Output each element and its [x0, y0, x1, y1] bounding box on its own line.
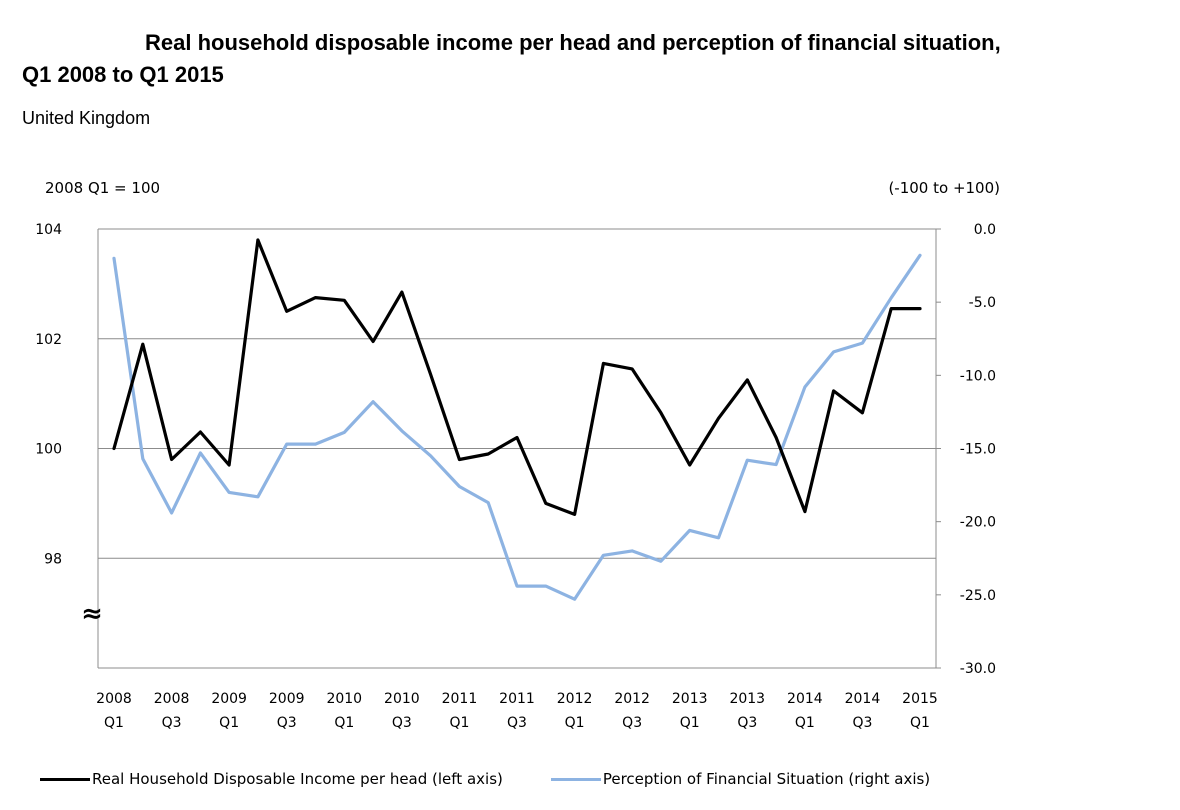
- series-lines: [112, 238, 922, 601]
- legend-swatch-income: [40, 777, 90, 781]
- right-tick-label: -30.0: [960, 661, 996, 677]
- x-tick-label-quarter: Q3: [392, 715, 412, 731]
- left-axis-ticks: 104 102 100 98: [35, 222, 62, 567]
- right-tick-label: 0.0: [974, 222, 996, 238]
- x-tick-label-year: 2015: [902, 691, 938, 707]
- left-axis-unit: 2008 Q1 = 100: [45, 179, 160, 197]
- x-tick-label-quarter: Q3: [277, 715, 297, 731]
- x-tick-label-year: 2009: [269, 691, 305, 707]
- right-axis-unit: (-100 to +100): [888, 179, 1000, 197]
- legend-label-income: Real Household Disposable Income per hea…: [92, 770, 503, 788]
- axis-break-symbol: ≈: [81, 599, 103, 629]
- legend-item-perception: Perception of Financial Situation (right…: [550, 770, 931, 788]
- x-tick-label-year: 2013: [729, 691, 765, 707]
- left-tick-label: 100: [35, 442, 62, 458]
- x-tick-label-year: 2011: [442, 691, 478, 707]
- chart-title-line-2: Q1 2008 to Q1 2015: [22, 62, 224, 87]
- chart-title-line-1: Real household disposable income per hea…: [145, 30, 1001, 55]
- x-tick-label-quarter: Q3: [737, 715, 757, 731]
- x-tick-label-quarter: Q3: [507, 715, 527, 731]
- x-tick-label-year: 2012: [557, 691, 593, 707]
- right-tick-label: -10.0: [960, 368, 996, 384]
- x-tick-label-year: 2009: [211, 691, 247, 707]
- x-tick-label-quarter: Q3: [852, 715, 872, 731]
- x-tick-label-quarter: Q1: [565, 715, 585, 731]
- x-tick-label-year: 2010: [326, 691, 362, 707]
- x-tick-label-quarter: Q1: [334, 715, 354, 731]
- left-tick-label: 98: [44, 551, 62, 567]
- x-tick-label-quarter: Q1: [219, 715, 239, 731]
- legend: Real Household Disposable Income per hea…: [40, 770, 978, 788]
- x-tick-label-year: 2013: [672, 691, 708, 707]
- x-tick-label-year: 2011: [499, 691, 535, 707]
- gridlines: [98, 228, 936, 559]
- x-tick-label-quarter: Q3: [162, 715, 182, 731]
- x-tick-label-quarter: Q1: [910, 715, 930, 731]
- chart-subtitle: United Kingdom: [22, 108, 151, 128]
- legend-item-income: Real Household Disposable Income per hea…: [40, 770, 503, 788]
- legend-swatch-perception: [550, 777, 601, 781]
- x-tick-label-year: 2014: [845, 691, 881, 707]
- x-tick-label-quarter: Q1: [680, 715, 700, 731]
- x-tick-label-year: 2008: [154, 691, 190, 707]
- x-tick-label-quarter: Q3: [622, 715, 642, 731]
- left-tick-label: 102: [35, 332, 62, 348]
- series-line-income: [112, 238, 922, 517]
- x-tick-label-quarter: Q1: [449, 715, 469, 731]
- left-tick-label: 104: [35, 222, 62, 238]
- right-tick-label: -15.0: [960, 442, 996, 458]
- series-line-perception: [112, 253, 922, 601]
- right-tick-label: -5.0: [969, 295, 996, 311]
- x-tick-label-quarter: Q1: [104, 715, 124, 731]
- line-chart: 2008 Q1 = 100 (-100 to +100) ≈ 104 102 100…: [35, 179, 1000, 731]
- x-tick-label-year: 2012: [614, 691, 650, 707]
- right-axis-ticks: 0.0 -5.0 -10.0 -15.0 -20.0 -25.0 -30.0: [960, 222, 996, 677]
- x-tick-label-year: 2008: [96, 691, 132, 707]
- axes: ≈: [81, 228, 941, 669]
- x-tick-label-year: 2014: [787, 691, 823, 707]
- legend-label-perception: Perception of Financial Situation (right…: [602, 770, 931, 788]
- x-tick-label-year: 2010: [384, 691, 420, 707]
- right-tick-label: -25.0: [960, 588, 996, 604]
- x-axis-ticks: 2008 Q1 2008 Q3 2009 Q1 2009 Q3 2010 Q1 2010 Q3 2011…: [96, 691, 938, 731]
- x-tick-label-quarter: Q1: [795, 715, 815, 731]
- right-tick-label: -20.0: [960, 515, 996, 531]
